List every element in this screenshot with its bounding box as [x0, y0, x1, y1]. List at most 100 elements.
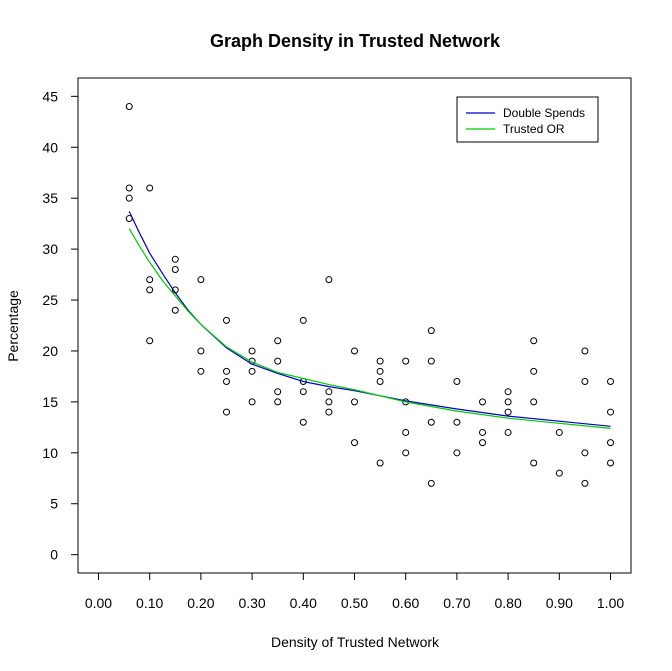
x-tick-label: 0.40 [290, 595, 317, 611]
data-point [274, 398, 282, 406]
data-point [504, 408, 512, 416]
y-tick-label: 0 [50, 547, 58, 563]
data-point [274, 388, 282, 396]
y-tick-label: 15 [42, 394, 58, 410]
series-line-double-spends [128, 211, 611, 427]
data-point [607, 378, 615, 386]
data-point [376, 357, 384, 365]
y-tick-label: 30 [42, 241, 58, 257]
data-point [351, 398, 358, 406]
data-point [197, 367, 205, 375]
legend-label-double-spends: Double Spends [503, 106, 585, 120]
data-point [325, 408, 333, 416]
data-point [479, 398, 487, 406]
data-point [222, 316, 230, 324]
data-point [325, 398, 333, 406]
data-point [555, 428, 563, 436]
data-point [146, 337, 154, 345]
data-point [222, 378, 230, 386]
y-tick-label: 20 [42, 343, 58, 359]
data-point [453, 449, 461, 457]
legend-label-trusted-or: Trusted OR [503, 122, 565, 136]
data-point [248, 367, 256, 375]
data-point [171, 306, 179, 314]
data-point [581, 479, 589, 487]
data-point [171, 255, 179, 263]
y-tick-label: 25 [42, 292, 58, 308]
data-point [222, 367, 230, 375]
data-point [171, 265, 179, 273]
data-point [125, 184, 133, 192]
data-point [427, 479, 435, 487]
data-point [504, 398, 512, 406]
data-point [607, 439, 615, 447]
data-point [581, 378, 589, 386]
data-point [504, 428, 512, 436]
data-point [274, 337, 282, 345]
x-tick-label: 0.00 [85, 595, 112, 611]
data-point [274, 357, 282, 365]
data-point [299, 388, 307, 396]
data-point [402, 357, 410, 365]
data-point [607, 459, 615, 467]
y-tick-label: 35 [42, 190, 58, 206]
data-point [479, 428, 487, 436]
x-tick-label: 0.30 [238, 595, 265, 611]
x-tick-label: 0.70 [443, 595, 470, 611]
data-point [504, 388, 512, 396]
legend: Double Spends Trusted OR [456, 96, 599, 143]
data-point [530, 459, 538, 467]
data-point [146, 184, 154, 192]
data-point [581, 347, 589, 355]
data-point [146, 286, 154, 294]
data-point [299, 316, 307, 324]
legend-box [456, 96, 599, 143]
x-tick-label: 0.60 [392, 595, 419, 611]
data-point [299, 418, 307, 426]
data-point [402, 449, 410, 457]
data-point [427, 418, 435, 426]
data-point [581, 449, 589, 457]
data-point [376, 378, 384, 386]
y-tick-label: 45 [42, 88, 58, 104]
data-point [530, 367, 538, 375]
x-tick-label: 0.90 [546, 595, 573, 611]
data-point [376, 367, 384, 375]
data-point [125, 194, 133, 202]
data-point [607, 408, 615, 416]
data-point [197, 347, 205, 355]
data-point [555, 469, 563, 477]
data-point [376, 459, 384, 467]
data-point [325, 388, 333, 396]
data-point [248, 347, 256, 355]
chart-title: Graph Density in Trusted Network [210, 31, 501, 51]
y-tick-label: 10 [42, 445, 58, 461]
data-point [325, 276, 333, 284]
data-point [351, 347, 358, 355]
data-point [125, 103, 133, 111]
fit-lines [128, 211, 611, 429]
data-point [146, 276, 154, 284]
y-tick-label: 5 [50, 496, 58, 512]
data-point [197, 276, 205, 284]
x-axis-label: Density of Trusted Network [271, 634, 440, 650]
data-point [402, 428, 410, 436]
data-point [351, 439, 358, 447]
x-axis: 0.00 0.10 0.20 0.30 0.40 0.50 0.60 0.70 0.80 0.90… [85, 573, 624, 611]
data-point [530, 337, 538, 345]
data-points [125, 103, 615, 487]
x-tick-label: 0.20 [187, 595, 214, 611]
data-point [479, 439, 487, 447]
series-line-trusted-or [128, 228, 611, 429]
data-point [427, 357, 435, 365]
x-tick-label: 0.10 [136, 595, 163, 611]
y-tick-label: 40 [42, 139, 58, 155]
y-axis-label: Percentage [5, 290, 21, 362]
data-point [453, 418, 461, 426]
plot-frame [77, 77, 632, 574]
data-point [453, 378, 461, 386]
data-point [427, 327, 435, 335]
x-tick-label: 0.80 [494, 595, 521, 611]
data-point [530, 398, 538, 406]
